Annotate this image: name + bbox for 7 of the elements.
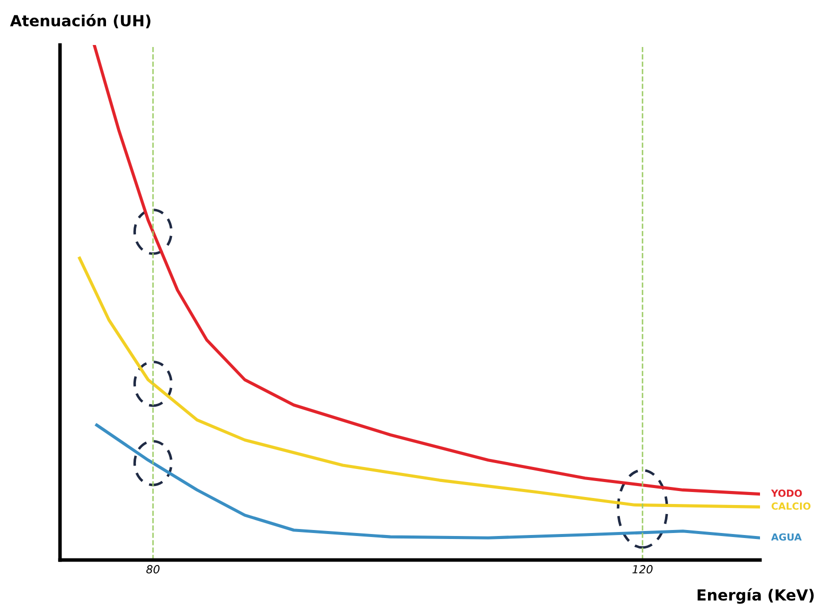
- x-axis-title: Energía (KeV): [698, 588, 814, 604]
- x-tick-label: 120: [632, 565, 653, 574]
- y-axis-title: Atenuación (UH): [10, 14, 150, 28]
- x-tick-label: 80: [146, 565, 160, 574]
- series-label: CALCIO: [772, 502, 810, 510]
- series-label: AGUA: [771, 533, 802, 541]
- series-label: YODO: [771, 490, 802, 497]
